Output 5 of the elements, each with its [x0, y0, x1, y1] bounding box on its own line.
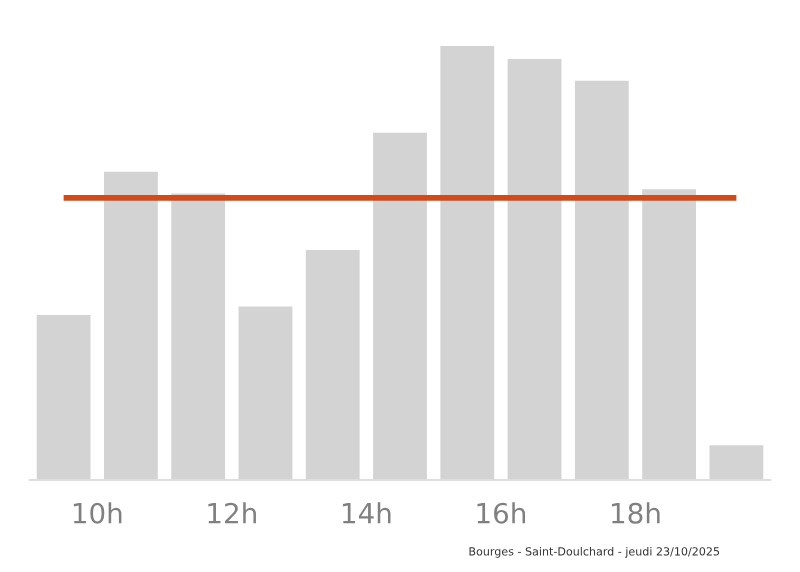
x-tick-label: 12h — [208, 502, 256, 524]
x-tick-label: 10h — [73, 502, 122, 524]
x-tick-label: 18h — [612, 502, 660, 524]
x-tick-label: 14h — [342, 502, 391, 524]
x-tick-label: 16h — [477, 502, 526, 524]
